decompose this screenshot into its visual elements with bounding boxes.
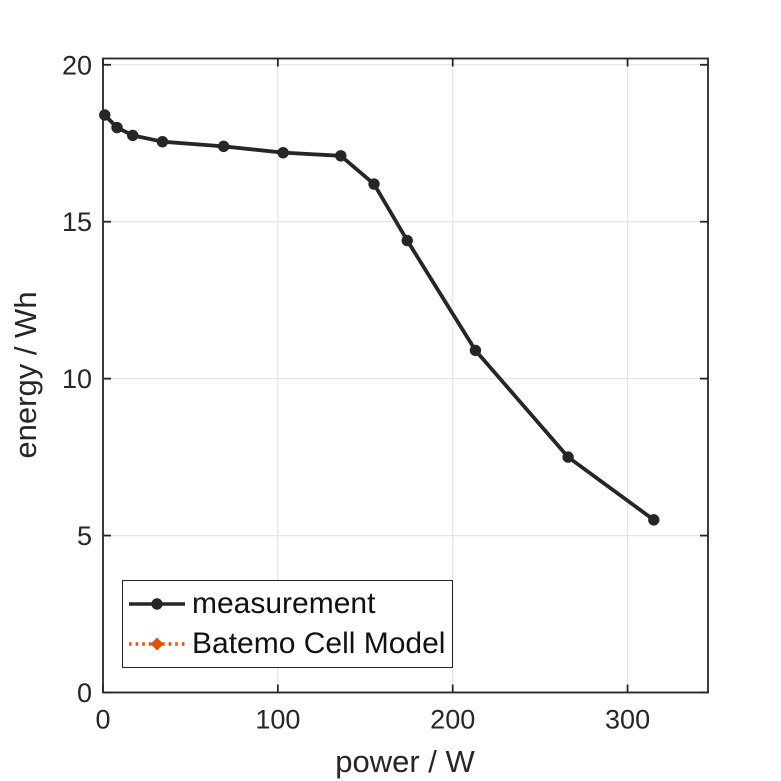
data-point-marker	[156, 135, 169, 148]
legend-item-batemo-cell-model: Batemo Cell Model	[129, 625, 452, 663]
data-point-marker	[562, 451, 574, 463]
y-tick-label: 10	[62, 364, 92, 394]
legend-label-batemo-cell-model: Batemo Cell Model	[192, 627, 446, 660]
x-tick-label: 0	[95, 705, 110, 735]
data-point-marker	[277, 146, 289, 159]
measurement-line-sample-icon	[129, 598, 185, 610]
data-point-marker	[368, 178, 380, 190]
data-point-marker	[99, 109, 111, 121]
legend-label-measurement: measurement	[192, 587, 376, 620]
grid-layer	[103, 58, 708, 693]
x-axis-label: power / W	[335, 744, 475, 779]
data-point-marker	[335, 150, 347, 162]
x-tick-label: 200	[430, 705, 475, 735]
data-point-marker	[127, 129, 139, 142]
data-point-marker	[111, 121, 123, 134]
legend: measurement Batemo Cell Model	[122, 580, 453, 668]
data-point-marker	[217, 140, 230, 153]
tick-label-layer: 0 100 200 300 0 5 10 15 20	[62, 50, 650, 734]
data-point-marker	[648, 514, 660, 526]
x-tick-label: 100	[255, 705, 300, 735]
y-tick-label: 5	[77, 521, 92, 551]
y-tick-label: 20	[62, 50, 92, 80]
data-point-marker	[469, 344, 482, 357]
legend-item-measurement: measurement	[129, 585, 452, 623]
series-layer	[99, 109, 660, 526]
y-tick-label: 15	[62, 207, 92, 237]
data-point-marker	[401, 234, 413, 247]
x-tick-label: 300	[605, 705, 650, 735]
batemo-model-line-sample-icon	[129, 637, 185, 651]
axes-box	[102, 57, 709, 694]
tick-layer	[102, 58, 708, 694]
y-axis-label: energy / Wh	[8, 291, 43, 458]
y-tick-label: 0	[77, 678, 92, 708]
